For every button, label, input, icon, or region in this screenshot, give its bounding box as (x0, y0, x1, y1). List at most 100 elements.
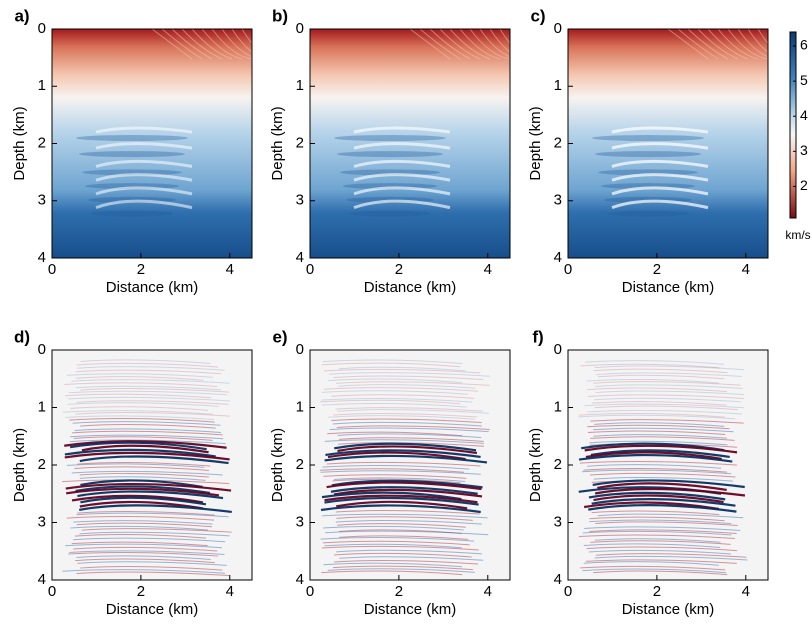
reflector (594, 487, 746, 497)
reflector (73, 546, 218, 552)
velocity-texture (161, 29, 203, 60)
x-tick-label: 0 (48, 583, 56, 600)
x-tick-label: 4 (226, 583, 234, 600)
reflector (80, 388, 230, 393)
reflector (81, 444, 209, 454)
reflector (590, 419, 744, 424)
velocity-texture (717, 29, 759, 60)
reflector (80, 424, 216, 429)
reflector (321, 398, 473, 403)
y-axis-label: Depth (km) (269, 428, 286, 502)
velocity-texture (489, 29, 510, 53)
reflector (326, 481, 482, 491)
reflector (80, 359, 211, 364)
x-tick-label: 2 (137, 261, 145, 278)
velocity-lens (595, 151, 701, 158)
reflector (69, 418, 215, 423)
y-tick-label: 3 (38, 513, 46, 530)
y-tick-label: 2 (296, 456, 304, 473)
reflector (587, 387, 728, 393)
image-layer (568, 350, 768, 580)
reflector (324, 439, 484, 444)
y-tick-label: 2 (296, 134, 304, 151)
reflector (73, 537, 226, 543)
reflector (590, 436, 735, 441)
reflector (329, 427, 489, 433)
reflector (70, 525, 208, 531)
reflector (76, 400, 229, 405)
velocity-texture (201, 29, 243, 60)
image-layer (568, 29, 768, 258)
y-axis-label: Depth (km) (11, 106, 28, 180)
reflector (71, 494, 204, 504)
reflector (79, 500, 204, 510)
panel-letter: e) (272, 327, 287, 346)
y-axis-label: Depth (km) (269, 106, 286, 180)
reflector (593, 477, 733, 482)
x-axis-label: Distance (km) (622, 279, 715, 296)
x-axis-label: Distance (km) (106, 279, 199, 296)
reflector (594, 555, 748, 561)
reflector (64, 448, 216, 458)
colorbar-tick-label: 4 (800, 107, 808, 123)
reflector (65, 393, 211, 399)
x-tick-label: 0 (564, 261, 572, 278)
colorbar-gradient (789, 31, 797, 219)
reflector (77, 490, 224, 500)
reflector (593, 381, 741, 386)
reflector (593, 434, 727, 439)
panel-letter: f) (532, 327, 543, 346)
reflector (333, 488, 483, 498)
colorbar-tick-label: 3 (800, 142, 808, 158)
velocity-layer (611, 186, 709, 196)
velocity-lens (76, 135, 188, 142)
reflector (328, 415, 475, 420)
reflector (332, 478, 461, 484)
reflector (65, 482, 232, 492)
reflector (335, 407, 483, 412)
reflector (71, 541, 208, 547)
velocity-layer (95, 186, 193, 196)
reflector (320, 537, 475, 542)
reflector (75, 558, 215, 564)
reflector (324, 368, 481, 374)
reflector (592, 427, 734, 433)
velocity-texture (419, 29, 461, 60)
velocity-texture (499, 29, 510, 44)
x-tick-label: 0 (306, 261, 314, 278)
velocity-layer (95, 173, 193, 182)
reflector (339, 529, 462, 534)
reflector (76, 362, 219, 368)
reflector (324, 543, 462, 549)
migrated-image (310, 350, 510, 580)
reflector (327, 568, 475, 573)
velocity-texture (409, 29, 451, 60)
reflector (69, 434, 224, 440)
y-tick-label: 0 (38, 20, 46, 37)
reflector (333, 552, 472, 558)
reflector (74, 428, 222, 433)
reflector (590, 472, 736, 478)
reflector (591, 510, 720, 516)
image-layer (52, 29, 252, 258)
reflector (72, 430, 223, 436)
velocity-layer (611, 126, 709, 134)
y-tick-label: 1 (554, 77, 562, 94)
velocity-layer (611, 142, 709, 150)
velocity-texture (449, 29, 491, 60)
reflector (595, 384, 743, 389)
velocity-texture (697, 29, 739, 60)
reflector (66, 516, 215, 521)
reflector (597, 374, 725, 380)
reflector (590, 449, 730, 459)
x-tick-label: 0 (306, 583, 314, 600)
reflector (67, 402, 219, 407)
reflector (333, 412, 478, 418)
reflector (331, 418, 482, 424)
reflector (579, 460, 738, 466)
x-tick-label: 2 (653, 261, 661, 278)
x-tick-label: 0 (48, 261, 56, 278)
reflector (327, 431, 463, 437)
